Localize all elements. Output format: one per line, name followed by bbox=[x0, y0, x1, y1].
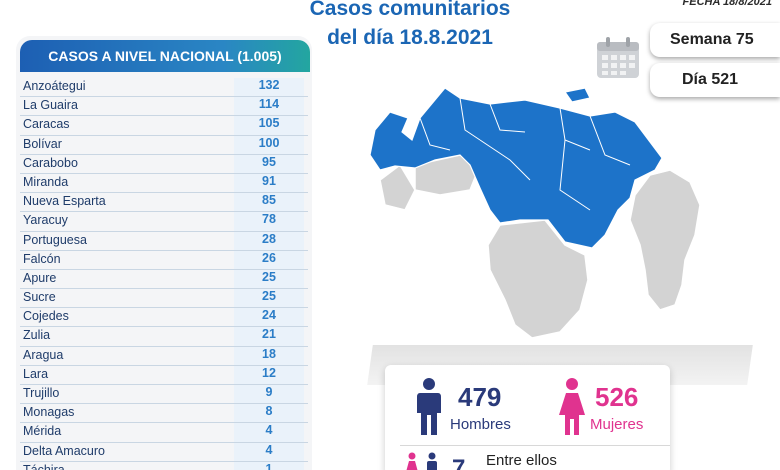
case-count: 132 bbox=[258, 78, 280, 92]
map-state-borders bbox=[419, 97, 631, 211]
state-name: Apure bbox=[23, 270, 57, 285]
table-row: Lara 12 bbox=[20, 366, 308, 385]
table-row: Bolívar 100 bbox=[20, 136, 308, 155]
table-row: Portuguesa 28 bbox=[20, 232, 308, 251]
state-name: Táchira bbox=[23, 462, 65, 470]
case-count: 4 bbox=[265, 442, 273, 457]
table-row: Táchira 1 bbox=[20, 462, 308, 470]
case-count: 26 bbox=[262, 250, 276, 265]
among-label: Entre ellos bbox=[486, 452, 557, 469]
report-date: FECHA 18/8/2021 bbox=[682, 0, 772, 8]
case-count: 28 bbox=[262, 231, 276, 246]
case-count: 114 bbox=[258, 97, 280, 112]
table-row: Zulia 21 bbox=[20, 327, 308, 347]
title-line-2: del día 18.8.2021 bbox=[327, 26, 493, 49]
cases-column-background bbox=[234, 78, 304, 470]
cases-table-header: CASOS A NIVEL NACIONAL (1.005) bbox=[20, 40, 310, 72]
men-count: 479 bbox=[458, 382, 502, 412]
state-name: Falcón bbox=[23, 251, 61, 266]
table-row: Nueva Esparta 85 bbox=[20, 193, 308, 213]
woman-small-icon bbox=[406, 452, 418, 470]
case-count: 105 bbox=[258, 116, 280, 131]
case-count: 100 bbox=[258, 135, 280, 150]
state-name: Yaracuy bbox=[23, 213, 68, 228]
state-name: Anzoátegui bbox=[23, 79, 86, 93]
table-row: Caracas 105 bbox=[20, 116, 308, 136]
table-row: Mérida 4 bbox=[20, 423, 308, 443]
table-row: Carabobo 95 bbox=[20, 155, 308, 174]
case-count: 21 bbox=[262, 327, 276, 342]
map-region-inactive bbox=[379, 163, 416, 211]
map-region-highlighted bbox=[563, 87, 591, 103]
case-count: 95 bbox=[262, 154, 276, 169]
state-name: Aragua bbox=[23, 347, 64, 362]
table-row: Aragua 18 bbox=[20, 347, 308, 366]
table-row: Trujillo 9 bbox=[20, 385, 308, 405]
state-name: Bolívar bbox=[23, 136, 62, 151]
state-name: Cojedes bbox=[23, 309, 69, 324]
case-count: 4 bbox=[265, 423, 273, 438]
man-small-icon bbox=[427, 452, 437, 470]
table-row: Cojedes 24 bbox=[20, 308, 308, 328]
calendar-icon bbox=[597, 37, 639, 78]
case-count: 25 bbox=[262, 289, 276, 304]
table-row: Anzoátegui 132 bbox=[20, 78, 308, 98]
state-name: Delta Amacuro bbox=[23, 443, 105, 458]
case-count: 85 bbox=[262, 193, 276, 208]
table-row: Miranda 91 bbox=[20, 173, 308, 194]
state-name: Caracas bbox=[23, 117, 70, 132]
state-name: Sucre bbox=[23, 290, 56, 305]
state-name: La Guaira bbox=[23, 98, 78, 113]
map-region-inactive bbox=[487, 219, 589, 339]
state-name: Lara bbox=[23, 366, 49, 381]
case-count: 25 bbox=[262, 269, 276, 284]
women-label: Mujeres bbox=[590, 416, 644, 433]
cases-table: Anzoátegui 132 La Guaira 114 Caracas 105 Bolív… bbox=[20, 78, 308, 470]
map-region-highlighted bbox=[369, 87, 663, 249]
table-row: Monagas 8 bbox=[20, 404, 308, 424]
case-count: 8 bbox=[265, 404, 273, 419]
table-row: Falcón 26 bbox=[20, 251, 308, 270]
venezuela-map bbox=[369, 87, 701, 339]
among-count: 7 bbox=[452, 455, 466, 470]
table-row: Delta Amacuro 4 bbox=[20, 443, 308, 462]
table-row: Apure 25 bbox=[20, 269, 308, 290]
title-line-1: Casos comunitarios bbox=[309, 0, 511, 20]
state-name: Carabobo bbox=[23, 155, 78, 170]
state-name: Nueva Esparta bbox=[23, 194, 106, 209]
state-name: Trujillo bbox=[23, 386, 60, 400]
case-count: 12 bbox=[262, 365, 276, 380]
case-count: 9 bbox=[265, 385, 273, 399]
map-region-inactive bbox=[629, 169, 701, 311]
state-name: Portuguesa bbox=[23, 232, 87, 247]
case-count: 78 bbox=[262, 212, 276, 227]
page-title: Casos comunitarios del día 18.8.2021 bbox=[240, 0, 580, 52]
table-row: Sucre 25 bbox=[20, 289, 308, 309]
man-icon bbox=[417, 378, 441, 435]
stats-divider bbox=[400, 445, 670, 446]
case-count: 1 bbox=[265, 461, 273, 470]
women-count: 526 bbox=[595, 382, 639, 412]
state-name: Zulia bbox=[23, 328, 51, 343]
state-name: Mérida bbox=[23, 424, 62, 439]
case-count: 18 bbox=[262, 346, 276, 361]
case-count: 24 bbox=[262, 308, 276, 323]
table-row: La Guaira 114 bbox=[20, 97, 308, 117]
case-count: 91 bbox=[262, 173, 276, 188]
woman-icon bbox=[559, 378, 585, 435]
men-label: Hombres bbox=[450, 416, 511, 433]
state-name: Monagas bbox=[23, 405, 75, 420]
state-name: Miranda bbox=[23, 174, 69, 189]
table-row: Yaracuy 78 bbox=[20, 212, 308, 232]
week-counter: Semana 75 bbox=[650, 23, 780, 57]
day-counter: Día 521 bbox=[650, 63, 780, 97]
